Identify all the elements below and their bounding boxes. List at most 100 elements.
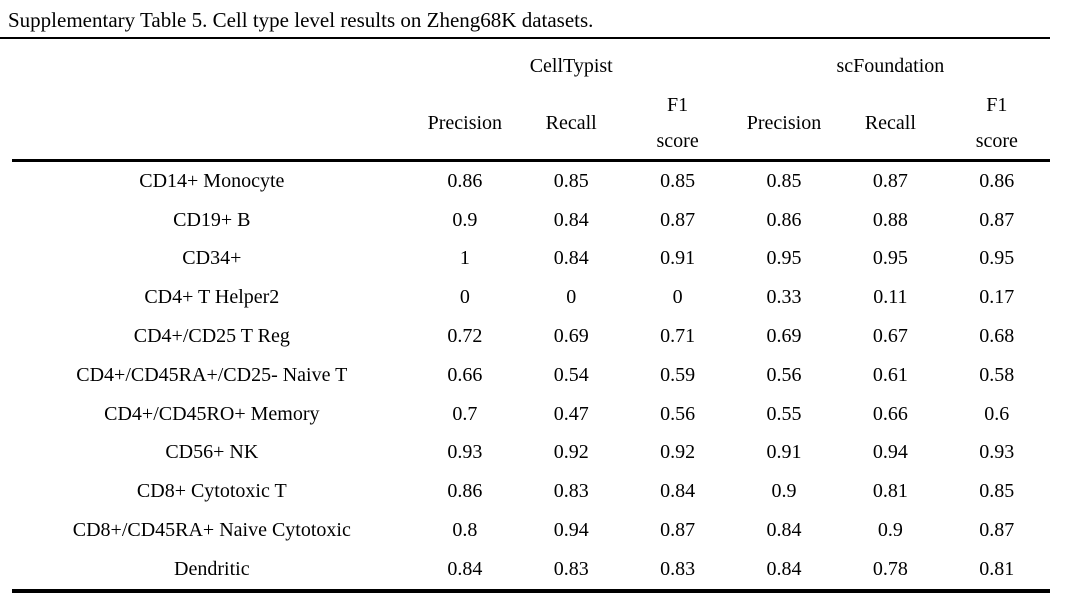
metric-value: 0.55 bbox=[766, 402, 802, 425]
metric-value: 1 bbox=[459, 247, 470, 270]
metric-value: 0.87 bbox=[979, 519, 1015, 542]
table-body: CD14+ Monocyte 0.86 0.85 0.85 0.85 0.87 0.86 CD… bbox=[12, 161, 1050, 591]
metric-value: 0.67 bbox=[872, 325, 908, 348]
metric-value: 0.83 bbox=[553, 557, 589, 580]
table-row: CD56+ NK 0.93 0.92 0.92 0.91 0.94 0.93 bbox=[12, 434, 1050, 473]
metric-value: 0.84 bbox=[660, 480, 696, 503]
table-row: CD8+ Cytotoxic T 0.86 0.83 0.84 0.9 0.81 0.85 bbox=[12, 472, 1050, 511]
table-row: CD4+/CD25 T Reg 0.72 0.69 0.71 0.69 0.67 0.68 bbox=[12, 317, 1050, 356]
metric-value: 0.93 bbox=[447, 441, 483, 464]
metric-value: 0.6 bbox=[984, 402, 1010, 425]
metric-value: 0.81 bbox=[979, 557, 1015, 580]
metric-value: 0.84 bbox=[553, 208, 589, 231]
metric-value: 0 bbox=[566, 286, 577, 309]
metric-value: 0.88 bbox=[872, 208, 908, 231]
col-header-celltypist-precision: Precision bbox=[411, 87, 519, 162]
cell-type-label: CD14+ Monocyte bbox=[139, 169, 285, 192]
cell-type-label: CD4+/CD45RA+/CD25- Naive T bbox=[76, 363, 348, 386]
table-row: CD4+/CD45RA+/CD25- Naive T 0.66 0.54 0.59 0.… bbox=[12, 356, 1050, 395]
table-row: CD4+ T Helper2 0 0 0 0.33 0.11 0.17 bbox=[12, 278, 1050, 317]
metric-value: 0.33 bbox=[766, 286, 802, 309]
table-row: CD14+ Monocyte 0.86 0.85 0.85 0.85 0.87 0.86 bbox=[12, 161, 1050, 201]
metric-value: 0.9 bbox=[452, 208, 478, 231]
empty-corner-cell bbox=[12, 87, 412, 162]
metric-value: 0.93 bbox=[979, 441, 1015, 464]
metric-value: 0.85 bbox=[660, 169, 696, 192]
group-header-celltypist: CellTypist bbox=[529, 54, 613, 77]
empty-corner-cell bbox=[12, 39, 412, 87]
metric-value: 0.86 bbox=[766, 208, 802, 231]
metric-value: 0.8 bbox=[452, 519, 478, 542]
metric-value: 0.72 bbox=[447, 325, 483, 348]
metric-value: 0.58 bbox=[979, 363, 1015, 386]
metric-value: 0.84 bbox=[766, 519, 802, 542]
metric-value: 0.85 bbox=[553, 169, 589, 192]
cell-type-label: Dendritic bbox=[174, 557, 250, 580]
col-header-celltypist-recall: Recall bbox=[518, 87, 625, 162]
metric-value: 0.78 bbox=[872, 557, 908, 580]
metric-value: 0.81 bbox=[872, 480, 908, 503]
cell-type-label: CD34+ bbox=[182, 247, 242, 270]
metric-value: 0.83 bbox=[553, 480, 589, 503]
metric-value: 0.69 bbox=[553, 325, 589, 348]
metric-value: 0.71 bbox=[660, 325, 696, 348]
metric-value: 0.59 bbox=[660, 363, 696, 386]
col-header-scfoundation-precision: Precision bbox=[730, 87, 838, 162]
metric-value: 0 bbox=[672, 286, 683, 309]
metric-value: 0.66 bbox=[447, 363, 483, 386]
metric-value: 0.68 bbox=[979, 325, 1015, 348]
sub-header-row: Precision Recall F1 score Precision Reca… bbox=[12, 87, 1050, 162]
metric-value: 0.95 bbox=[766, 247, 802, 270]
cell-type-label: CD19+ B bbox=[173, 208, 251, 231]
group-header-scfoundation: scFoundation bbox=[836, 54, 945, 77]
metric-value: 0.87 bbox=[660, 208, 696, 231]
table-row: CD8+/CD45RA+ Naive Cytotoxic 0.8 0.94 0.87 0… bbox=[12, 511, 1050, 550]
cell-type-label: CD56+ NK bbox=[165, 441, 259, 464]
metric-value: 0.94 bbox=[872, 441, 908, 464]
metric-value: 0.86 bbox=[447, 480, 483, 503]
metric-value: 0.87 bbox=[660, 519, 696, 542]
metric-value: 0.87 bbox=[872, 169, 908, 192]
metric-value: 0.7 bbox=[452, 402, 478, 425]
metric-value: 0.9 bbox=[771, 480, 797, 503]
metric-value: 0.83 bbox=[660, 557, 696, 580]
table-row: CD4+/CD45RO+ Memory 0.7 0.47 0.56 0.55 0.66 0.… bbox=[12, 395, 1050, 434]
cell-type-label: CD4+ T Helper2 bbox=[144, 286, 280, 309]
metric-value: 0.84 bbox=[447, 557, 483, 580]
metric-value: 0.95 bbox=[979, 247, 1015, 270]
col-header-celltypist-f1: F1 score bbox=[624, 87, 731, 162]
metric-value: 0.91 bbox=[660, 247, 696, 270]
metric-value: 0.92 bbox=[553, 441, 589, 464]
metric-value: 0.86 bbox=[447, 169, 483, 192]
metric-value: 0.56 bbox=[660, 402, 696, 425]
metric-value: 0.84 bbox=[553, 247, 589, 270]
metric-value: 0 bbox=[459, 286, 470, 309]
table-row: CD19+ B 0.9 0.84 0.87 0.86 0.88 0.87 bbox=[12, 201, 1050, 240]
metric-value: 0.86 bbox=[979, 169, 1015, 192]
metric-value: 0.95 bbox=[872, 247, 908, 270]
cell-type-label: CD8+/CD45RA+ Naive Cytotoxic bbox=[72, 519, 351, 542]
table-row: Dendritic 0.84 0.83 0.83 0.84 0.78 0.81 bbox=[12, 550, 1050, 591]
metric-value: 0.92 bbox=[660, 441, 696, 464]
metric-value: 0.56 bbox=[766, 363, 802, 386]
metric-value: 0.87 bbox=[979, 208, 1015, 231]
metric-value: 0.69 bbox=[766, 325, 802, 348]
metric-value: 0.85 bbox=[979, 480, 1015, 503]
col-header-scfoundation-recall: Recall bbox=[837, 87, 944, 162]
metric-value: 0.66 bbox=[872, 402, 908, 425]
cell-type-label: CD4+/CD45RO+ Memory bbox=[104, 402, 320, 425]
metric-value: 0.54 bbox=[553, 363, 589, 386]
results-table: CellTypist scFoundation Precision Recall… bbox=[12, 39, 1050, 593]
metric-value: 0.85 bbox=[766, 169, 802, 192]
table-row: CD34+ 1 0.84 0.91 0.95 0.95 0.95 bbox=[12, 240, 1050, 279]
metric-value: 0.11 bbox=[873, 286, 908, 309]
cell-type-label: CD8+ Cytotoxic T bbox=[136, 480, 287, 503]
col-header-scfoundation-f1: F1 score bbox=[943, 87, 1050, 162]
group-header-row: CellTypist scFoundation bbox=[12, 39, 1050, 87]
cell-type-label: CD4+/CD25 T Reg bbox=[133, 325, 290, 348]
metric-value: 0.9 bbox=[877, 519, 903, 542]
table-caption: Supplementary Table 5. Cell type level r… bbox=[0, 0, 1050, 39]
metric-value: 0.84 bbox=[766, 557, 802, 580]
metric-value: 0.94 bbox=[553, 519, 589, 542]
